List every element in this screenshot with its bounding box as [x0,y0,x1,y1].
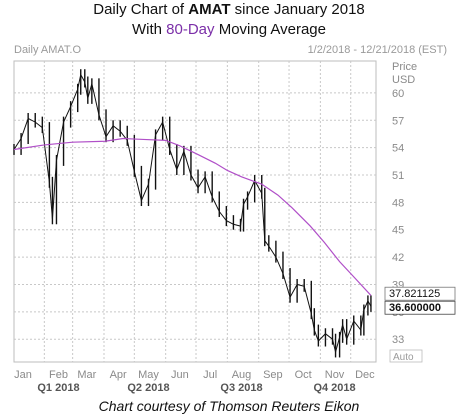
x-month-label: Apr [110,369,127,381]
y-tick-label: 48 [392,197,404,209]
y-tick-label: 57 [392,115,404,127]
price-line [13,73,372,353]
x-month-label: Oct [295,369,312,381]
x-month-label: Mar [77,369,96,381]
moving-average-line [13,137,372,296]
plot-frame [13,60,377,363]
y-tick-label: 60 [392,88,404,100]
chart-caption: Chart courtesy of Thomson Reuters Eikon [98,398,360,414]
chart-title-line-2: With 80-Day Moving Average [132,21,326,38]
y-tick-label: 51 [392,170,404,182]
y-tick-label: 33 [392,334,404,346]
x-month-label: May [138,369,159,381]
auto-scale-label: Auto [393,352,414,363]
x-month-label: Dec [355,369,375,381]
x-month-label: Aug [232,369,252,381]
y-tick-label: 42 [392,252,404,264]
ma-last-value-label: 37.821125 [389,288,440,300]
x-month-label: Nov [325,369,345,381]
price-last-value-label: 36.600000 [389,302,441,314]
title-ticker: AMAT [188,1,231,18]
price-last-value-box [384,300,456,315]
date-range-label: 1/2/2018 - 12/21/2018 (EST) [308,44,447,56]
x-month-label: Jan [14,369,32,381]
y-tick-label: 45 [392,225,404,237]
title-ma-period: 80-Day [166,21,215,38]
price-chart: Daily AMAT.O 1/2/2018 - 12/21/2018 (EST) 6… [13,44,456,394]
x-month-label: Feb [49,369,68,381]
ma-last-value-box [384,286,456,301]
x-month-label: Sep [263,369,283,381]
chart-title-line-1: Daily Chart of AMAT since January 2018 [93,1,365,18]
x-quarter-label: Q2 2018 [127,382,169,394]
y-axis-title-price: Price [392,61,417,73]
x-quarter-label: Q4 2018 [313,382,355,394]
x-month-label: Jul [203,369,217,381]
x-month-label: Jun [171,369,189,381]
y-axis-title-currency: USD [392,74,415,86]
x-quarter-label: Q3 2018 [220,382,262,394]
instrument-label: Daily AMAT.O [14,44,81,56]
x-quarter-label: Q1 2018 [37,382,79,394]
y-tick-label: 54 [392,143,404,155]
auto-scale-box [389,349,423,363]
